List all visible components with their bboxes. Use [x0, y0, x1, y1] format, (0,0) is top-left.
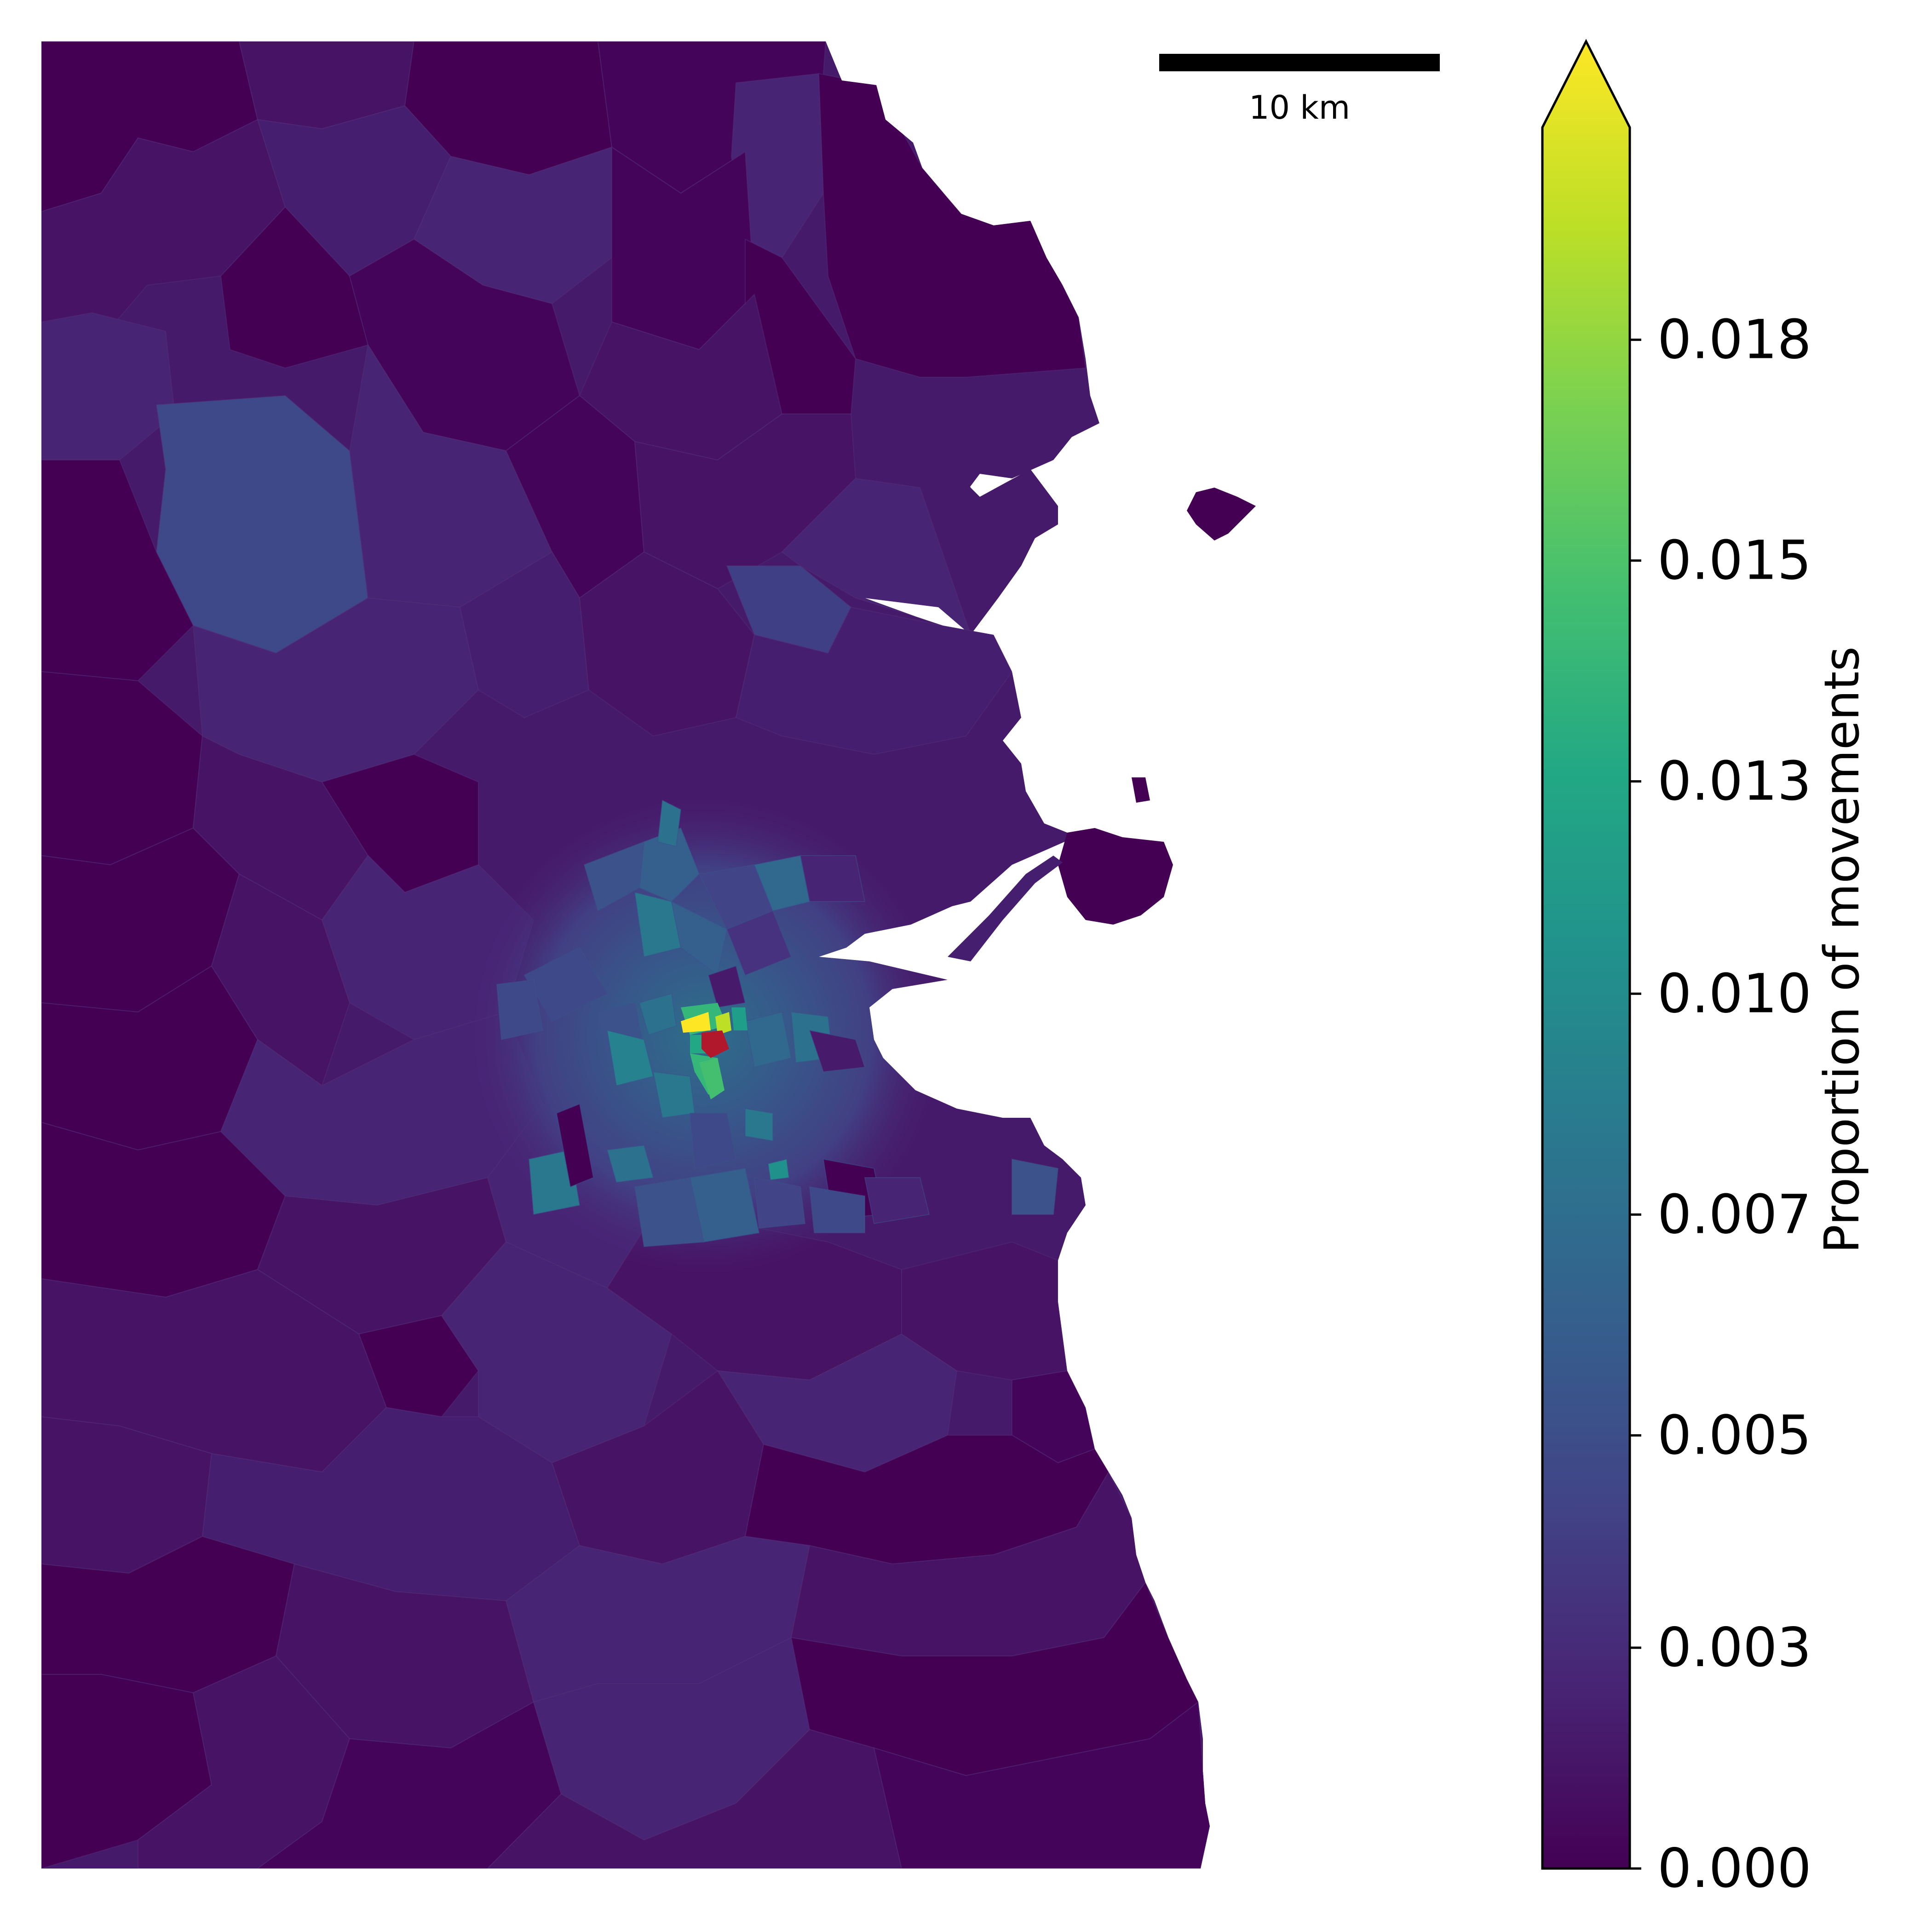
choropleth-map	[41, 41, 1256, 1869]
region	[638, 993, 677, 1036]
hotspot-areas	[681, 1003, 748, 1099]
colorbar-tick-label: 0.013	[1657, 750, 1811, 813]
region	[873, 1701, 1210, 1869]
colorbar-tick-label: 0.018	[1657, 308, 1811, 371]
island	[1058, 828, 1173, 925]
regions	[41, 41, 1210, 1869]
island	[1132, 777, 1150, 803]
urban-areas	[496, 799, 1059, 1248]
region	[556, 1103, 594, 1188]
region	[745, 1108, 773, 1142]
colorbar-tick-label: 0.005	[1657, 1403, 1811, 1466]
colorbar-tick-label: 0.000	[1657, 1837, 1811, 1900]
region	[809, 1186, 865, 1233]
scale-bar-label: 10 km	[1249, 89, 1350, 126]
colorbar-ticks: 0.000 0.003 0.005 0.007 0.010 0.013 0.015 0.018	[1630, 308, 1811, 1900]
colorbar-tick-label: 0.015	[1657, 529, 1811, 592]
colorbar-ramp	[1541, 39, 1631, 1870]
region	[731, 1007, 748, 1030]
region	[681, 1012, 711, 1033]
colorbar: 0.000 0.003 0.005 0.007 0.010 0.013 0.015 0.018…	[1541, 39, 1870, 1900]
region	[699, 1058, 724, 1099]
region	[138, 1655, 351, 1869]
region	[864, 1177, 930, 1225]
region	[358, 1315, 479, 1418]
region	[744, 1011, 792, 1068]
region	[1012, 1158, 1059, 1215]
region	[715, 1012, 731, 1035]
region	[689, 1113, 737, 1169]
scale-bar-line	[1159, 54, 1440, 71]
region	[606, 1144, 654, 1183]
harbour-wall	[948, 856, 1063, 961]
island	[1187, 488, 1256, 540]
origin-area	[702, 1030, 729, 1058]
region	[707, 965, 746, 1008]
region	[496, 979, 544, 1041]
region	[726, 910, 792, 976]
region	[583, 841, 645, 912]
colorbar-tick-label: 0.010	[1657, 962, 1811, 1025]
region	[809, 1029, 866, 1073]
region	[753, 1177, 806, 1229]
region	[818, 73, 1087, 378]
colorbar-tick-label: 0.003	[1657, 1616, 1811, 1679]
region	[799, 855, 866, 902]
region	[735, 606, 1013, 755]
colorbar-label: Proportion of movements	[1814, 646, 1870, 1254]
region	[634, 1177, 705, 1248]
colorbar-tick-label: 0.007	[1657, 1183, 1811, 1246]
region	[606, 1029, 654, 1087]
region	[657, 799, 682, 847]
scale-bar: 10 km	[1159, 54, 1440, 126]
region	[523, 947, 608, 1022]
region	[767, 1158, 790, 1181]
region	[790, 1581, 1199, 1777]
